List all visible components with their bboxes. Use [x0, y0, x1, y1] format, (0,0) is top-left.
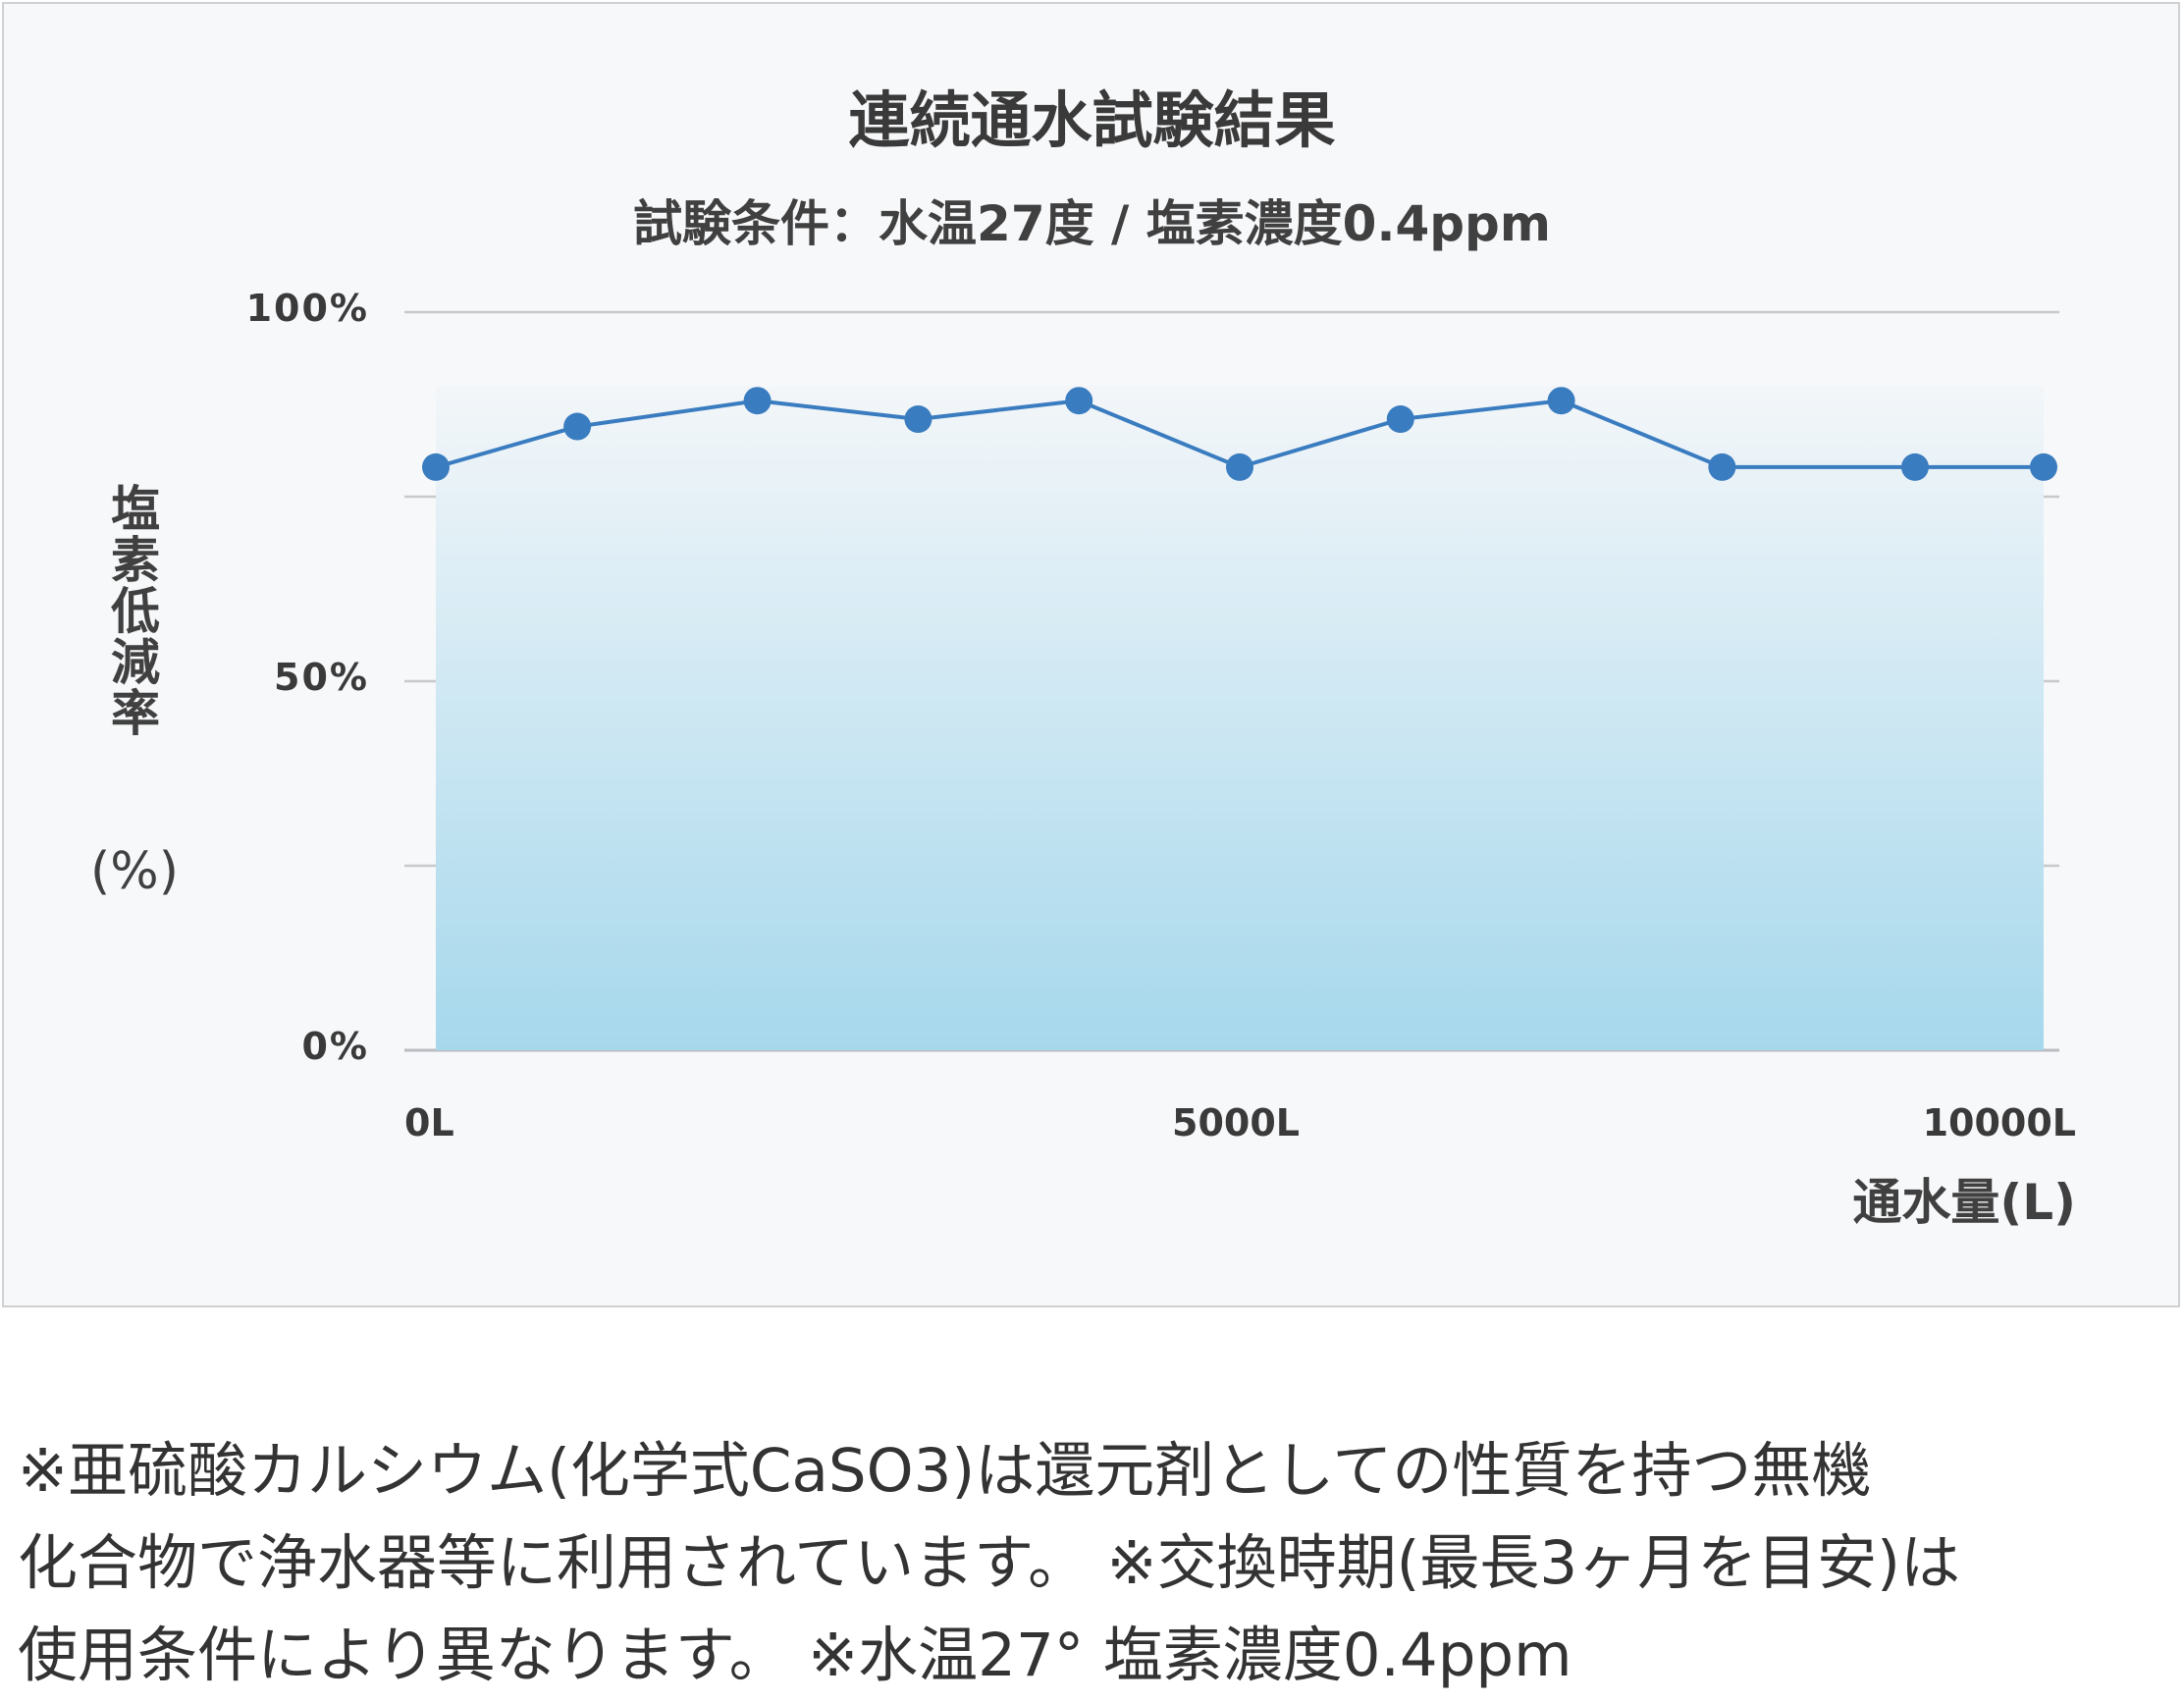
data-point: [1386, 405, 1414, 434]
data-point: [1065, 387, 1093, 415]
y-axis-label: 塩素低減率: [103, 483, 160, 738]
data-point: [563, 412, 592, 441]
data-point: [904, 405, 932, 434]
x-axis-label: 通水量(L): [1852, 1174, 2076, 1231]
y-axis-unit: (%): [90, 842, 179, 901]
data-point: [743, 387, 772, 415]
x-tick-label: 10000L: [1922, 1101, 2076, 1144]
data-point: [2030, 452, 2057, 481]
chart-title: 連続通水試験結果: [848, 84, 1336, 156]
data-point: [1900, 452, 1929, 481]
footnote: ※亜硫酸カルシウム(化学式CaSO3)は還元剤としての性質を持つ無機 化合物で浄…: [18, 1436, 1960, 1690]
data-point: [422, 452, 450, 481]
chart-plot: [404, 310, 2059, 1052]
chart-subtitle: 試験条件：水温27度 / 塩素濃度0.4ppm: [633, 195, 1551, 252]
y-tick-label: 50%: [274, 656, 369, 699]
y-tick-label: 0%: [301, 1025, 369, 1068]
y-tick-label: 100%: [245, 287, 369, 330]
area-fill: [436, 386, 2044, 1050]
data-point: [1226, 452, 1253, 481]
x-tick-label: 0L: [404, 1101, 454, 1144]
data-point: [1708, 452, 1736, 481]
x-tick-label: 5000L: [1172, 1101, 1300, 1144]
data-point: [1547, 387, 1575, 415]
